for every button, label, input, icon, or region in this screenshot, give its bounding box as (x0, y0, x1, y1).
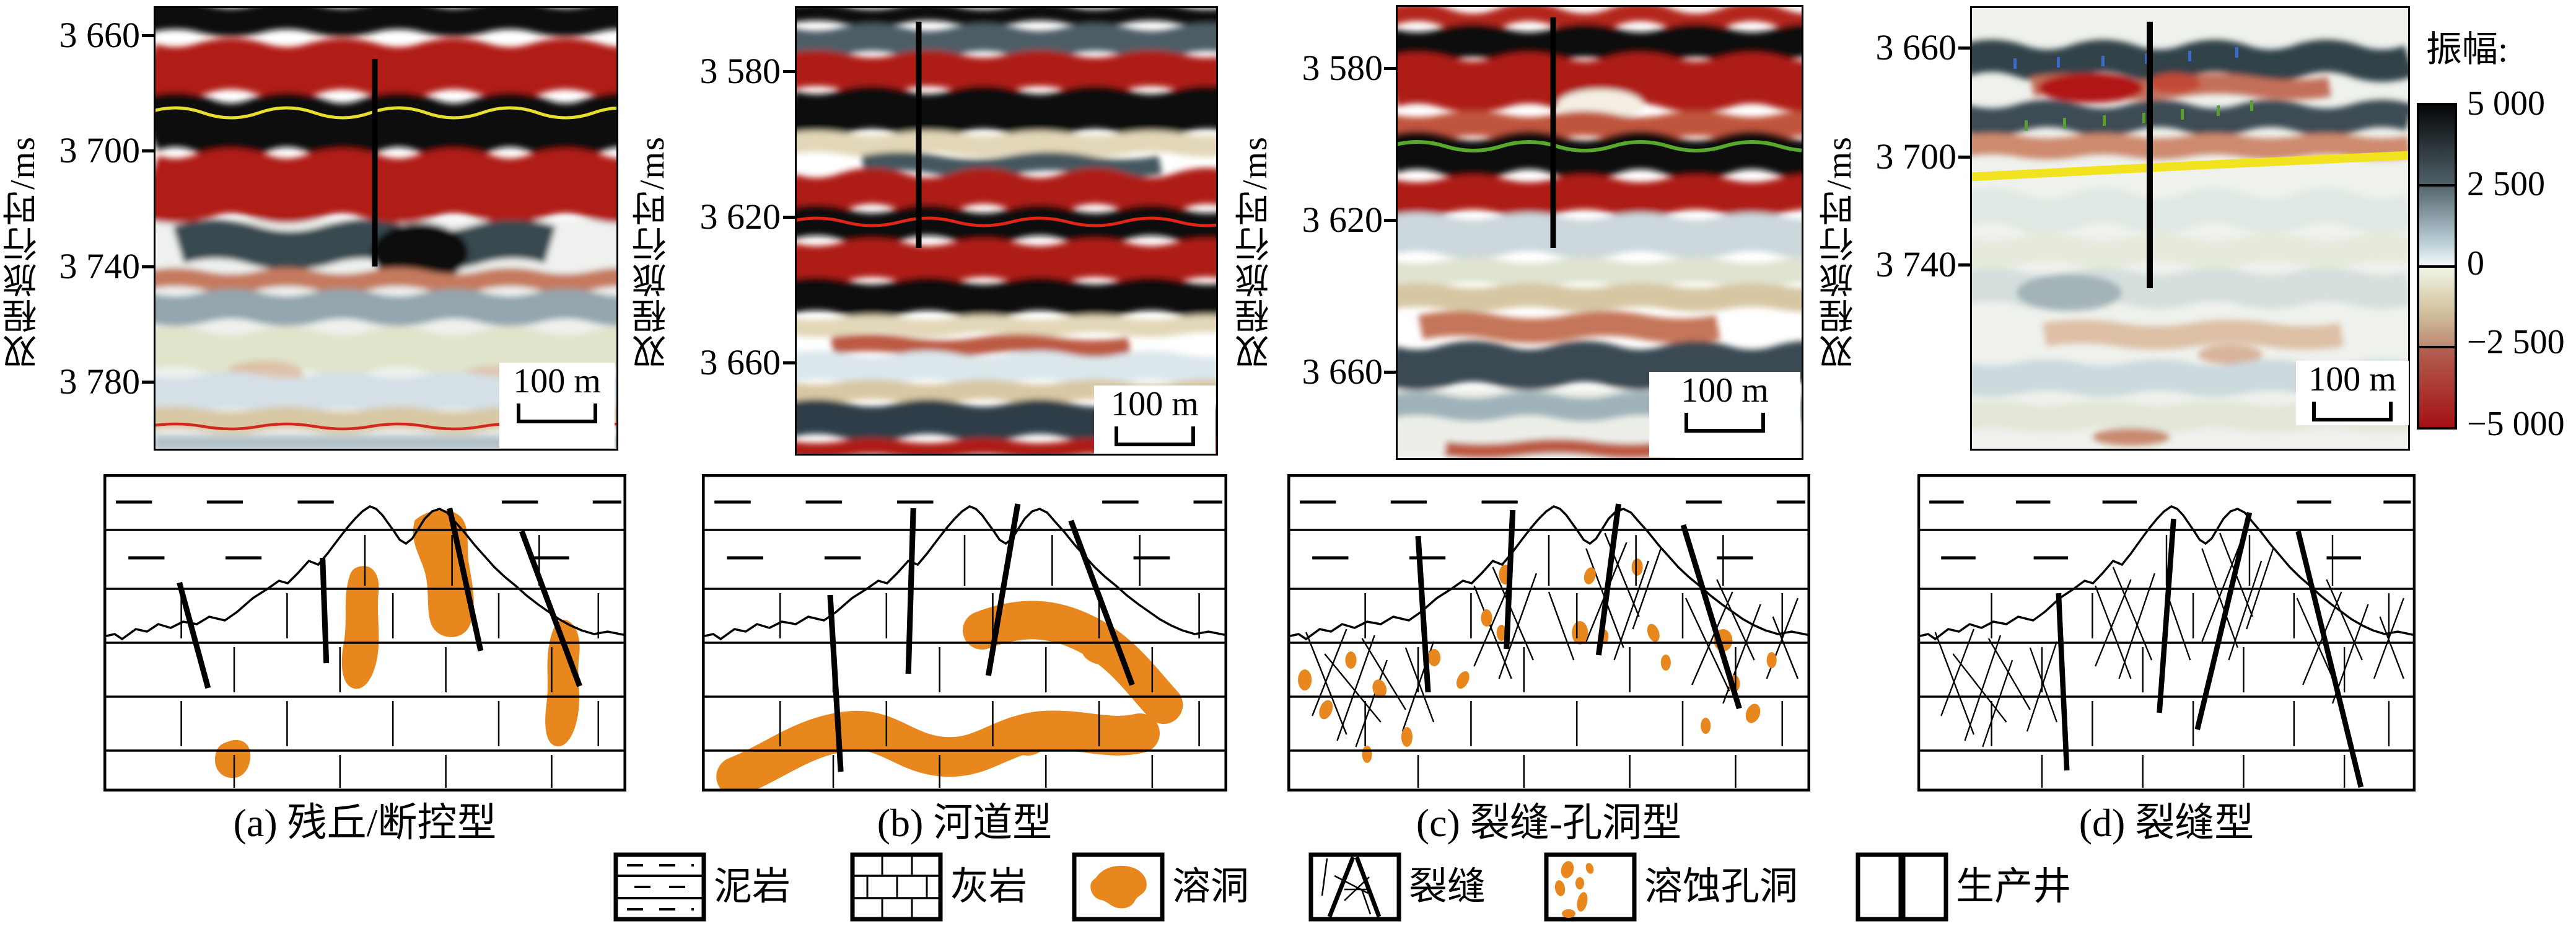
scale-bar-b: 100 m (1094, 386, 1216, 454)
y-tick-label: 3 620 (1302, 200, 1383, 240)
legend-label-fracture: 裂缝 (1409, 866, 1486, 908)
scale-bar-label: 100 m (2308, 360, 2396, 399)
colorbar-segment (2419, 267, 2455, 349)
caption-d: (d) 裂缝型 (2079, 801, 2254, 845)
colorbar-segment (2419, 186, 2455, 268)
y-tick-label: 3 740 (1875, 244, 1957, 284)
legend-symbol-cave (1072, 852, 1165, 922)
colorbar-tick-label: 5 000 (2467, 84, 2545, 123)
y-tick-label: 3 660 (59, 15, 141, 55)
legend-symbol-dissolution-pores (1544, 852, 1637, 922)
y-tick-mark (142, 265, 154, 268)
horizon-line-yellow (154, 106, 618, 120)
y-tick-mark (142, 34, 154, 37)
y-tick-label: 3 660 (1302, 351, 1383, 392)
y-tick-mark (783, 70, 795, 73)
amplitude-bands (154, 6, 618, 451)
scale-bar-bracket (2312, 402, 2393, 421)
legend-symbol-limestone (850, 852, 943, 922)
dissolution-pores-icon (1554, 861, 1594, 918)
colorbar-tick-label: 0 (2467, 244, 2484, 283)
geologic-model-d (1917, 474, 2416, 792)
scale-bar-bracket (1115, 426, 1195, 446)
caption-a: (a) 残丘/断控型 (233, 801, 497, 845)
geologic-model-b (702, 474, 1227, 792)
colorbar-segment (2419, 348, 2455, 427)
cave-bodies (214, 510, 580, 778)
y-tick-mark (1958, 46, 1971, 50)
y-tick-label: 3 580 (699, 51, 781, 91)
y-tick-label: 3 580 (1302, 48, 1383, 88)
fault-well-lines (2056, 511, 2364, 788)
scale-bar-label: 100 m (1111, 385, 1199, 423)
y-tick-mark (783, 216, 795, 219)
legend-label-cave: 溶洞 (1172, 866, 1250, 908)
y-tick-mark (142, 381, 154, 384)
y-tick-label: 3 700 (1875, 136, 1957, 177)
legend-label-mudstone: 泥岩 (714, 866, 791, 908)
scale-bar-d: 100 m (2296, 361, 2409, 425)
horizon-line-green (1396, 140, 1803, 152)
strata-pattern (1287, 474, 1810, 792)
y-tick-mark (1384, 219, 1396, 222)
y-tick-label: 3 620 (699, 196, 781, 237)
y-tick-mark (1384, 67, 1396, 70)
y-tick-label: 3 780 (59, 361, 141, 402)
y-tick-label: 3 660 (699, 342, 781, 382)
legend-symbol-fracture (1308, 852, 1401, 922)
caption-c: (c) 裂缝-孔洞型 (1416, 801, 1682, 845)
scale-bar-c: 100 m (1649, 372, 1800, 457)
geologic-model-a (103, 474, 626, 792)
fracture-picks-green (2025, 100, 2253, 131)
caption-b: (b) 河道型 (877, 801, 1053, 845)
fault-well-lines (1415, 503, 1742, 710)
y-tick-label: 3 740 (59, 246, 141, 286)
y-tick-mark (783, 361, 795, 364)
geologic-model-c (1287, 474, 1810, 792)
colorbar-segment (2419, 105, 2455, 187)
fault-well-lines (177, 508, 582, 689)
y-tick-mark (1384, 371, 1396, 374)
cave-channel-bodies (716, 601, 1183, 792)
horizon-line-red (795, 216, 1218, 227)
colorbar (2417, 103, 2457, 430)
legend-label-limestone: 灰岩 (950, 866, 1028, 908)
cave-icon (1090, 865, 1147, 909)
scale-bar-bracket (517, 403, 597, 423)
scale-bar-bracket (1684, 413, 1765, 433)
legend-symbol-production-well (1855, 852, 1948, 922)
y-tick-label: 3 700 (59, 130, 141, 170)
colorbar-title: 振幅: (2426, 29, 2508, 69)
scale-bar-a: 100 m (499, 363, 615, 448)
y-tick-mark (1958, 263, 1971, 267)
horizon-line-yellow (1970, 151, 2410, 182)
y-tick-mark (1958, 156, 1971, 159)
legend-symbol-mudstone (613, 852, 706, 922)
legend-label-dissolution-pores: 溶蚀孔洞 (1644, 866, 1798, 908)
fracture-picks-blue (2013, 47, 2238, 69)
legend-label-production-well: 生产井 (1956, 866, 2072, 908)
colorbar-tick-label: −2 500 (2467, 323, 2565, 361)
y-tick-label: 3 660 (1875, 27, 1957, 68)
colorbar-tick-label: −5 000 (2467, 405, 2565, 443)
scale-bar-label: 100 m (513, 362, 601, 400)
fracture-icon (1321, 856, 1382, 918)
y-tick-mark (142, 149, 154, 152)
colorbar-tick-label: 2 500 (2467, 165, 2545, 203)
scale-bar-label: 100 m (1681, 371, 1769, 410)
